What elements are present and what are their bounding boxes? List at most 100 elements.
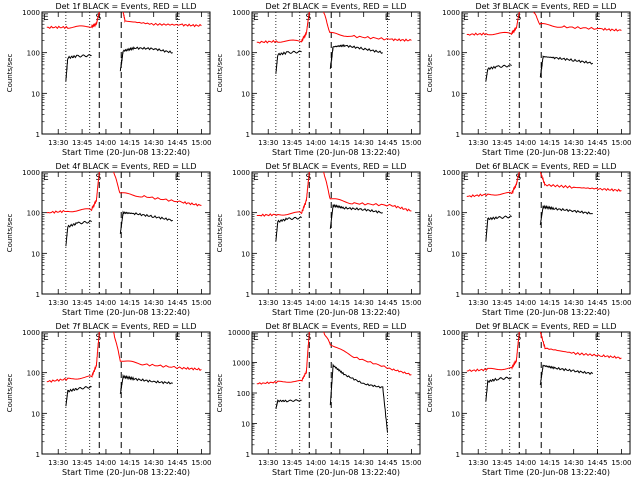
- y-tick-label: 10: [241, 90, 250, 98]
- x-tick-label: 15:00: [611, 299, 631, 307]
- y-tick-label: 1: [36, 131, 40, 139]
- x-axis-label: Start Time (20-Jun-08 13:22:40): [272, 468, 400, 477]
- x-tick-label: 13:30: [468, 139, 488, 147]
- events-series-line: [65, 385, 92, 407]
- y-axis-label: Counts/sec: [6, 374, 14, 413]
- y-tick-label: 1000: [442, 169, 460, 177]
- panel-title: Det 1f BLACK = Events, RED = LLD: [55, 2, 196, 11]
- x-tick-label: 15:00: [611, 139, 631, 147]
- panel-title: Det 2f BLACK = Events, RED = LLD: [265, 2, 406, 11]
- plot-frame: [251, 11, 421, 135]
- x-tick-label: 14:30: [354, 139, 374, 147]
- lld-series-line: [113, 331, 202, 371]
- y-axis-label: Counts/sec: [426, 374, 434, 413]
- x-axis-label: Start Time (20-Jun-08 13:22:40): [272, 308, 400, 317]
- lld-series-line: [533, 11, 622, 32]
- x-axis-label: Start Time (20-Jun-08 13:22:40): [62, 468, 190, 477]
- plot-frame: [41, 331, 211, 455]
- x-tick-label: 15:00: [191, 299, 211, 307]
- x-tick-label: 14:00: [96, 299, 116, 307]
- y-tick-label: 10: [31, 90, 40, 98]
- x-tick-label: 13:30: [258, 299, 278, 307]
- y-tick-label: 1: [456, 131, 460, 139]
- x-tick-label: 14:30: [564, 139, 584, 147]
- events-series-line: [539, 55, 594, 78]
- lld-series-line: [466, 331, 520, 373]
- lld-series-line: [466, 11, 520, 36]
- y-axis-label: Counts/sec: [216, 214, 224, 253]
- x-tick-label: 13:45: [282, 139, 302, 147]
- y-tick-label: 100: [27, 370, 40, 378]
- x-tick-label: 13:30: [258, 459, 278, 467]
- marker-label-e: E: [463, 173, 469, 183]
- lld-series-line: [46, 11, 100, 30]
- x-tick-label: 13:30: [48, 459, 68, 467]
- x-tick-label: 14:00: [306, 459, 326, 467]
- x-tick-label: 15:00: [191, 139, 211, 147]
- y-axis-label: Counts/sec: [426, 214, 434, 253]
- x-tick-label: 13:30: [48, 299, 68, 307]
- events-series-line: [539, 364, 594, 385]
- detector-panel-7: Det 7f BLACK = Events, RED = LLD 1 10 100 10…: [6, 322, 212, 477]
- marker-label-e: E: [253, 13, 259, 23]
- y-tick-label: 100: [27, 50, 40, 58]
- x-tick-label: 14:30: [144, 139, 164, 147]
- events-series-line: [329, 203, 383, 229]
- plot-frame: [251, 171, 421, 295]
- x-axis-label: Start Time (20-Jun-08 13:22:40): [62, 148, 190, 157]
- x-tick-label: 13:30: [258, 139, 278, 147]
- x-tick-label: 14:45: [587, 139, 607, 147]
- x-tick-label: 13:45: [72, 139, 92, 147]
- events-series-line: [119, 210, 173, 234]
- panel-title: Det 8f BLACK = Events, RED = LLD: [265, 322, 406, 331]
- events-series-line: [275, 216, 302, 242]
- lld-series-line: [113, 171, 202, 207]
- events-series-line: [275, 50, 302, 74]
- marker-label-e: E: [385, 173, 391, 183]
- x-tick-label: 14:00: [516, 459, 536, 467]
- detector-panel-4: Det 4f BLACK = Events, RED = LLD 1 10 100 10…: [6, 162, 212, 317]
- lld-series-line: [46, 331, 100, 383]
- marker-label-s: S: [95, 13, 101, 23]
- detector-panel-9: Det 9f BLACK = Events, RED = LLD 1 10 100 10…: [426, 322, 632, 477]
- x-tick-label: 13:45: [72, 459, 92, 467]
- x-tick-label: 14:45: [587, 459, 607, 467]
- y-tick-label: 1000: [442, 9, 460, 17]
- x-tick-label: 14:15: [120, 299, 140, 307]
- events-series-line: [119, 46, 173, 72]
- detector-panel-3: Det 3f BLACK = Events, RED = LLD 1 10 100 10…: [426, 2, 632, 157]
- lld-series-line: [256, 11, 310, 44]
- plot-frame: [41, 171, 211, 295]
- y-tick-label: 100: [237, 50, 250, 58]
- lld-series-line: [323, 171, 412, 212]
- events-series-line: [119, 373, 173, 394]
- lld-series-line: [256, 171, 310, 217]
- x-axis-label: Start Time (20-Jun-08 13:22:40): [482, 468, 610, 477]
- x-tick-label: 14:00: [96, 139, 116, 147]
- y-tick-label: 10: [451, 90, 460, 98]
- panel-title: Det 9f BLACK = Events, RED = LLD: [475, 322, 616, 331]
- y-tick-label: 10: [31, 410, 40, 418]
- y-tick-label: 1000: [22, 169, 40, 177]
- plot-frame: [41, 11, 211, 135]
- y-tick-label: 10: [451, 410, 460, 418]
- plot-frame: [461, 171, 631, 295]
- panel-title: Det 6f BLACK = Events, RED = LLD: [475, 162, 616, 171]
- y-tick-label: 100: [447, 210, 460, 218]
- y-tick-label: 100: [27, 210, 40, 218]
- y-tick-label: 1000: [232, 9, 250, 17]
- x-tick-label: 14:30: [564, 299, 584, 307]
- x-axis-label: Start Time (20-Jun-08 13:22:40): [482, 308, 610, 317]
- marker-label-e: E: [463, 333, 469, 343]
- x-tick-label: 13:45: [492, 459, 512, 467]
- x-tick-label: 14:30: [144, 299, 164, 307]
- y-axis-label: Counts/sec: [426, 54, 434, 93]
- x-tick-label: 15:00: [401, 459, 421, 467]
- lld-series-line: [122, 11, 202, 28]
- marker-label-e: E: [595, 173, 601, 183]
- y-tick-label: 1: [36, 451, 40, 459]
- x-tick-label: 13:30: [468, 459, 488, 467]
- plot-frame: [251, 331, 421, 455]
- y-tick-label: 100: [237, 210, 250, 218]
- y-tick-label: 1000: [22, 329, 40, 337]
